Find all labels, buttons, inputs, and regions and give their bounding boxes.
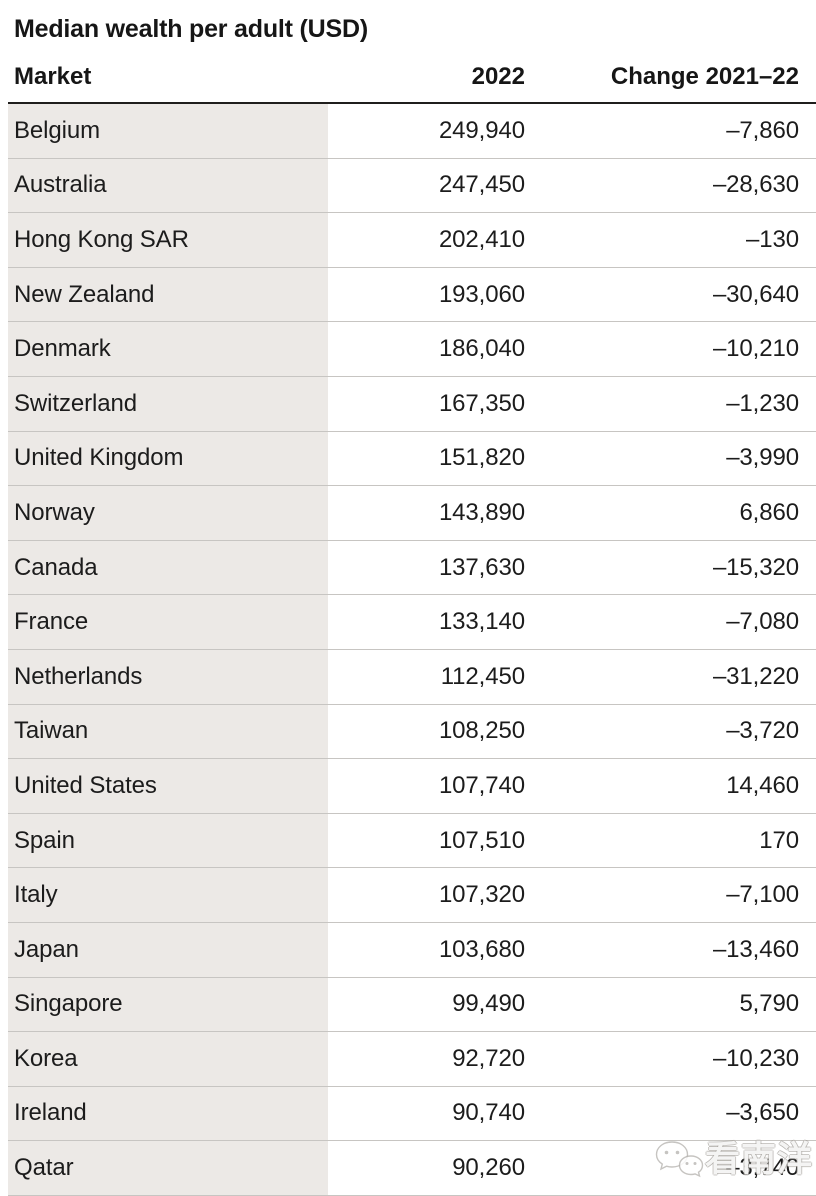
change-cell: –3,740 [525,1140,816,1196]
table-row: United Kingdom 151,820 –3,990 [8,431,816,487]
change-cell: –13,460 [525,922,816,978]
column-header-2022: 2022 [328,51,525,104]
table-row: Denmark 186,040 –10,210 [8,321,816,377]
value-2022-cell: 143,890 [328,485,525,541]
table-header: Market 2022 Change 2021–22 [8,51,816,104]
value-2022-cell: 103,680 [328,922,525,978]
value-2022-cell: 112,450 [328,649,525,705]
table-row: Italy 107,320 –7,100 [8,867,816,923]
column-header-market: Market [8,51,328,104]
change-cell: –10,210 [525,321,816,377]
value-2022-cell: 90,740 [328,1086,525,1142]
value-2022-cell: 107,740 [328,758,525,814]
table-row: Australia 247,450 –28,630 [8,158,816,214]
market-cell: France [8,594,328,650]
change-cell: –3,990 [525,431,816,487]
market-cell: Hong Kong SAR [8,212,328,268]
market-cell: Switzerland [8,376,328,432]
change-cell: 5,790 [525,977,816,1033]
market-cell: Singapore [8,977,328,1033]
table-row: Canada 137,630 –15,320 [8,540,816,596]
change-cell: –130 [525,212,816,268]
change-cell: –7,860 [525,103,816,159]
market-cell: Netherlands [8,649,328,705]
column-header-change: Change 2021–22 [525,51,816,104]
table-row: Korea 92,720 –10,230 [8,1031,816,1087]
value-2022-cell: 107,510 [328,813,525,869]
value-2022-cell: 151,820 [328,431,525,487]
page-title: Median wealth per adult (USD) [14,15,368,43]
market-cell: Korea [8,1031,328,1087]
market-cell: New Zealand [8,267,328,323]
table-row: Taiwan 108,250 –3,720 [8,704,816,760]
table-row: Hong Kong SAR 202,410 –130 [8,212,816,268]
value-2022-cell: 247,450 [328,158,525,214]
value-2022-cell: 249,940 [328,103,525,159]
table-row: Belgium 249,940 –7,860 [8,103,816,159]
market-cell: Ireland [8,1086,328,1142]
market-cell: Australia [8,158,328,214]
value-2022-cell: 99,490 [328,977,525,1033]
change-cell: 14,460 [525,758,816,814]
market-cell: United States [8,758,328,814]
change-cell: –31,220 [525,649,816,705]
market-cell: Qatar [8,1140,328,1196]
change-cell: –3,650 [525,1086,816,1142]
table-row: United States 107,740 14,460 [8,758,816,814]
value-2022-cell: 92,720 [328,1031,525,1087]
table-body: Belgium 249,940 –7,860 Australia 247,450… [8,103,816,1196]
change-cell: –3,720 [525,704,816,760]
table-row: Singapore 99,490 5,790 [8,977,816,1033]
value-2022-cell: 186,040 [328,321,525,377]
change-cell: –28,630 [525,158,816,214]
value-2022-cell: 137,630 [328,540,525,596]
market-cell: Denmark [8,321,328,377]
table-row: Switzerland 167,350 –1,230 [8,376,816,432]
table-row: Spain 107,510 170 [8,813,816,869]
market-cell: Belgium [8,103,328,159]
change-cell: –30,640 [525,267,816,323]
table-row: Netherlands 112,450 –31,220 [8,649,816,705]
market-cell: Norway [8,485,328,541]
market-cell: Canada [8,540,328,596]
median-wealth-table: Market 2022 Change 2021–22 Belgium 249,9… [8,51,816,1196]
change-cell: –15,320 [525,540,816,596]
header-row: Market 2022 Change 2021–22 [8,51,816,104]
market-cell: Italy [8,867,328,923]
change-cell: 170 [525,813,816,869]
table-row: Norway 143,890 6,860 [8,485,816,541]
value-2022-cell: 133,140 [328,594,525,650]
change-cell: –7,100 [525,867,816,923]
market-cell: United Kingdom [8,431,328,487]
change-cell: –1,230 [525,376,816,432]
value-2022-cell: 90,260 [328,1140,525,1196]
market-cell: Taiwan [8,704,328,760]
table-row: Qatar 90,260 –3,740 [8,1140,816,1196]
value-2022-cell: 167,350 [328,376,525,432]
value-2022-cell: 193,060 [328,267,525,323]
table-row: Ireland 90,740 –3,650 [8,1086,816,1142]
value-2022-cell: 202,410 [328,212,525,268]
value-2022-cell: 108,250 [328,704,525,760]
change-cell: 6,860 [525,485,816,541]
change-cell: –7,080 [525,594,816,650]
table-row: France 133,140 –7,080 [8,594,816,650]
value-2022-cell: 107,320 [328,867,525,923]
change-cell: –10,230 [525,1031,816,1087]
market-cell: Spain [8,813,328,869]
table-row: New Zealand 193,060 –30,640 [8,267,816,323]
market-cell: Japan [8,922,328,978]
table-row: Japan 103,680 –13,460 [8,922,816,978]
